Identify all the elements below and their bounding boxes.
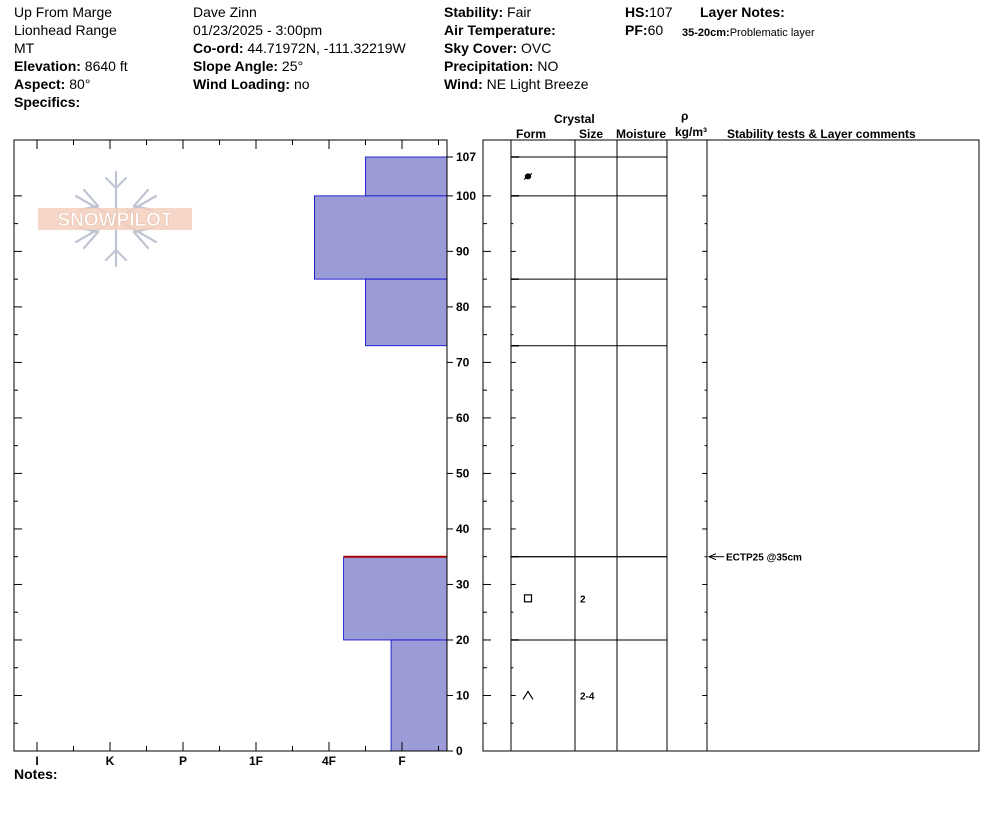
wind-loading-value: no: [290, 76, 310, 92]
state: MT: [14, 40, 35, 56]
precipitation: Precipitation: NO: [444, 57, 558, 75]
col-form: Form: [516, 127, 546, 141]
hardness-label-4F: 4F: [322, 754, 336, 768]
crystal-size-5: 2-4: [580, 691, 595, 702]
hardness-label-F: F: [398, 754, 405, 768]
slope-label: Slope Angle:: [193, 58, 279, 74]
precip-stroke: [523, 173, 533, 180]
crystal-size-4: 2: [580, 594, 586, 605]
depth-label-40: 40: [456, 522, 470, 536]
aspect: Aspect: 80°: [14, 75, 90, 93]
hardness-label-1F: 1F: [249, 754, 263, 768]
depth-label-50: 50: [456, 466, 470, 480]
hardness-label-K: K: [106, 754, 115, 768]
stability-value: Fair: [503, 4, 532, 20]
layer-note-text: Problematic layer: [729, 27, 815, 39]
layer-note: 35-20cm:Problematic layer: [682, 22, 815, 42]
col-density-unit: kg/m³: [675, 125, 708, 139]
col-rho: ρ: [681, 109, 689, 123]
notes-label: Notes:: [14, 766, 58, 782]
slope-angle: Slope Angle: 25°: [193, 57, 303, 75]
layer-notes-label: Layer Notes:: [700, 4, 785, 20]
depth-label-80: 80: [456, 300, 470, 314]
depth-label-70: 70: [456, 355, 470, 369]
hardness-layer-1: [313, 195, 448, 280]
hardness-layer-2: [365, 278, 448, 347]
wind: Wind: NE Light Breeze: [444, 75, 589, 93]
wind-loading: Wind Loading: no: [193, 75, 310, 93]
col-stability: Stability tests & Layer comments: [727, 127, 916, 141]
coord-label: Co-ord:: [193, 40, 244, 56]
hs-value: 107: [649, 4, 673, 20]
precip-label: Precipitation:: [444, 58, 534, 74]
specifics-label: Specifics:: [14, 94, 81, 110]
elevation: Elevation: 8640 ft: [14, 57, 128, 75]
depth-label-90: 90: [456, 244, 470, 258]
wind-loading-label: Wind Loading:: [193, 76, 291, 92]
sky-label: Sky Cover:: [444, 40, 518, 56]
elevation-label: Elevation:: [14, 58, 81, 74]
air-temp-label: Air Temperature:: [444, 22, 556, 38]
col-size: Size: [579, 127, 604, 141]
hardness-label-P: P: [179, 754, 187, 768]
snowpilot-logo: SNOWPILOT: [38, 170, 192, 268]
aspect-value: 80°: [65, 76, 91, 92]
col-crystal: Crystal: [554, 112, 595, 126]
depth-label-107: 107: [456, 150, 476, 164]
location: Up From Marge: [14, 4, 113, 20]
faceted-crystal-icon: [523, 594, 533, 603]
depth-label-20: 20: [456, 633, 470, 647]
stability-test-arrowhead: [707, 553, 717, 561]
hardness-layer-4: [343, 556, 448, 641]
observer: Dave Zinn: [193, 4, 257, 20]
precip-particle-icon: [523, 173, 533, 180]
depth-label-60: 60: [456, 411, 470, 425]
hardness-layer-5: [390, 639, 448, 752]
stability: Stability: Fair: [444, 3, 531, 21]
depth-label-30: 30: [456, 577, 470, 591]
depth-label-100: 100: [456, 189, 476, 203]
coord-value: 44.71972N, -111.32219W: [243, 40, 406, 56]
coordinates: Co-ord: 44.71972N, -111.32219W: [193, 39, 406, 57]
hs: HS:107: [625, 3, 672, 21]
hs-label: HS:: [625, 4, 650, 20]
layer-note-range: 35-20cm:: [682, 27, 730, 39]
hardness-layer-0: [365, 156, 448, 197]
pf: PF:60: [625, 21, 663, 39]
elevation-value: 8640 ft: [80, 58, 128, 74]
depth-label-10: 10: [456, 688, 470, 702]
hardness-label-I: I: [35, 754, 38, 768]
range: Lionhead Range: [14, 22, 117, 38]
datetime: 01/23/2025 - 3:00pm: [193, 22, 323, 38]
sky-cover: Sky Cover: OVC: [444, 39, 551, 57]
stability-label: Stability:: [444, 4, 504, 20]
wind-label: Wind:: [444, 76, 483, 92]
slope-value: 25°: [278, 58, 304, 74]
pf-label: PF:: [625, 22, 648, 38]
precip-value: NO: [533, 58, 559, 74]
pf-value: 60: [647, 22, 664, 38]
col-moisture: Moisture: [616, 127, 667, 141]
wind-value: NE Light Breeze: [482, 76, 589, 92]
sky-value: OVC: [517, 40, 552, 56]
aspect-label: Aspect:: [14, 76, 66, 92]
stability-test-label-0: ECTP25 @35cm: [726, 553, 802, 564]
depth-hoar-icon: [522, 690, 534, 700]
crystal-table-frame: [482, 139, 980, 752]
depth-label-0: 0: [456, 744, 463, 758]
logo-text: SNOWPILOT: [57, 210, 172, 231]
